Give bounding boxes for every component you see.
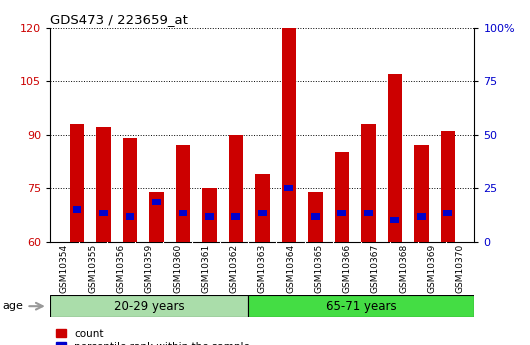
Text: GSM10355: GSM10355 bbox=[89, 244, 97, 294]
Bar bbox=[202, 188, 217, 241]
Text: GSM10369: GSM10369 bbox=[428, 244, 436, 294]
Bar bbox=[228, 135, 243, 242]
Bar bbox=[152, 199, 161, 206]
Text: GSM10365: GSM10365 bbox=[314, 244, 323, 294]
Bar bbox=[96, 127, 111, 242]
Bar bbox=[175, 145, 190, 242]
Bar bbox=[338, 210, 346, 216]
Text: GSM10361: GSM10361 bbox=[201, 244, 210, 294]
Text: GSM10368: GSM10368 bbox=[399, 244, 408, 294]
Text: 65-71 years: 65-71 years bbox=[326, 300, 396, 313]
Text: age: age bbox=[3, 301, 23, 311]
Bar bbox=[258, 210, 267, 216]
Bar bbox=[308, 191, 323, 242]
Text: GSM10360: GSM10360 bbox=[173, 244, 182, 294]
Text: GDS473 / 223659_at: GDS473 / 223659_at bbox=[50, 13, 188, 27]
Text: GSM10362: GSM10362 bbox=[229, 244, 239, 293]
Bar bbox=[232, 213, 240, 220]
Bar bbox=[69, 124, 84, 242]
Text: GSM10364: GSM10364 bbox=[286, 244, 295, 293]
Text: GSM10366: GSM10366 bbox=[343, 244, 351, 294]
Bar bbox=[440, 131, 455, 241]
Bar bbox=[444, 210, 452, 216]
Bar bbox=[122, 138, 137, 241]
Bar bbox=[285, 185, 293, 191]
Legend: count, percentile rank within the sample: count, percentile rank within the sample bbox=[56, 329, 250, 345]
Bar bbox=[73, 206, 81, 213]
Bar bbox=[205, 213, 214, 220]
Text: GSM10370: GSM10370 bbox=[456, 244, 465, 294]
Bar bbox=[126, 213, 134, 220]
Bar bbox=[361, 124, 376, 242]
Bar bbox=[281, 24, 296, 241]
Bar bbox=[149, 191, 164, 242]
Bar bbox=[50, 295, 248, 317]
Bar bbox=[248, 295, 474, 317]
Bar bbox=[311, 213, 320, 220]
Bar bbox=[417, 213, 426, 220]
Bar bbox=[334, 152, 349, 242]
Bar bbox=[255, 174, 270, 242]
Text: GSM10367: GSM10367 bbox=[371, 244, 380, 294]
Text: GSM10359: GSM10359 bbox=[145, 244, 154, 294]
Bar bbox=[364, 210, 373, 216]
Bar bbox=[387, 74, 402, 242]
Bar bbox=[99, 210, 108, 216]
Bar bbox=[391, 217, 399, 223]
Bar bbox=[414, 145, 429, 242]
Text: GSM10356: GSM10356 bbox=[117, 244, 126, 294]
Text: GSM10354: GSM10354 bbox=[60, 244, 69, 293]
Bar bbox=[179, 210, 187, 216]
Text: GSM10363: GSM10363 bbox=[258, 244, 267, 294]
Text: 20-29 years: 20-29 years bbox=[114, 300, 184, 313]
